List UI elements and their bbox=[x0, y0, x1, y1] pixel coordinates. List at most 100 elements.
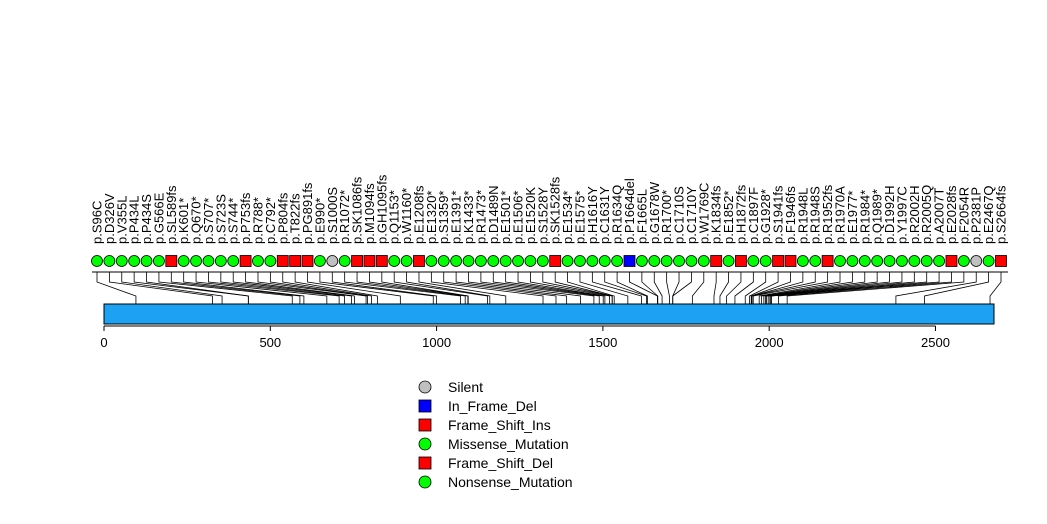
connector-line bbox=[530, 272, 610, 304]
legend-label: Frame_Shift_Ins bbox=[448, 417, 551, 433]
mutation-marker bbox=[809, 255, 822, 267]
mutation-label: p.E2028fs bbox=[944, 185, 959, 244]
mutation-marker bbox=[153, 255, 165, 267]
mutation-marker bbox=[462, 255, 475, 267]
mutation-marker bbox=[276, 255, 289, 267]
mutation-label: p.K1433* bbox=[461, 191, 476, 245]
legend-label: Frame_Shift_Del bbox=[448, 455, 553, 471]
mutation-label: p.K1834fs bbox=[709, 185, 724, 244]
mutation-label: p.R1072* bbox=[337, 190, 352, 244]
mutation-label: p.SK1528fs bbox=[548, 176, 563, 244]
mutation-marker bbox=[190, 255, 202, 267]
mutation-marker bbox=[524, 255, 537, 267]
mutation-label: p.GH1095fs bbox=[374, 174, 389, 244]
connector-line bbox=[269, 272, 368, 304]
mutation-marker bbox=[177, 255, 190, 267]
connector-line bbox=[744, 272, 767, 304]
connector-line bbox=[752, 272, 829, 304]
mutation-label: p.P434L bbox=[127, 196, 142, 244]
connector-line bbox=[758, 272, 841, 304]
connector-line bbox=[554, 272, 613, 304]
connector-line bbox=[245, 272, 355, 304]
mutation-marker bbox=[375, 255, 388, 267]
connector-line bbox=[726, 272, 742, 304]
mutation-label: p.E2467Q bbox=[981, 185, 996, 244]
mutation-marker bbox=[413, 255, 425, 267]
mutation-marker bbox=[957, 255, 970, 267]
connector-line bbox=[121, 272, 223, 304]
mutation-marker bbox=[945, 255, 958, 267]
legend-swatch bbox=[418, 418, 432, 432]
connector-line bbox=[96, 272, 137, 304]
legend-swatch bbox=[418, 437, 432, 451]
connector-line bbox=[616, 272, 648, 304]
mutation-marker bbox=[846, 255, 859, 267]
mutation-marker bbox=[227, 255, 240, 267]
mutation-marker bbox=[673, 255, 685, 267]
mutation-marker bbox=[933, 255, 945, 267]
mutation-marker bbox=[512, 255, 524, 267]
legend-label: Silent bbox=[448, 379, 483, 395]
mutation-label: p.P2381P bbox=[969, 187, 984, 244]
tick-label: 1500 bbox=[588, 335, 617, 350]
mutation-label: p.PG891fs bbox=[300, 182, 315, 244]
mutation-marker bbox=[239, 255, 252, 267]
mutation-marker bbox=[388, 255, 401, 267]
mutation-label: p.S723S bbox=[213, 194, 228, 244]
connector-line bbox=[220, 272, 345, 304]
mutation-label: p.W1769C bbox=[696, 183, 711, 244]
connector-line bbox=[672, 272, 680, 304]
connector-line bbox=[170, 272, 301, 304]
connector-line bbox=[641, 272, 659, 304]
connector-line bbox=[895, 272, 977, 304]
mutation-marker bbox=[685, 255, 698, 267]
connector-line bbox=[344, 272, 461, 304]
connector-line bbox=[719, 272, 729, 304]
connector-line bbox=[666, 272, 670, 304]
mutation-marker bbox=[487, 255, 500, 267]
mutation-marker bbox=[635, 255, 648, 267]
mutation-marker bbox=[351, 255, 363, 267]
mutation-marker bbox=[858, 255, 871, 267]
tick-label: 1000 bbox=[422, 335, 451, 350]
mutation-label: p.F1946fs bbox=[783, 186, 798, 244]
connector-lines bbox=[96, 272, 1002, 304]
mutation-marker bbox=[289, 255, 302, 267]
mutation-label: p.Q1989* bbox=[870, 189, 885, 244]
legend: Silent In_Frame_Del Frame_Shift_Ins Missens… bbox=[418, 379, 573, 490]
mutation-marker bbox=[140, 255, 153, 267]
mutation-label: p.E1852* bbox=[721, 191, 736, 245]
connector-line bbox=[629, 272, 658, 304]
mutation-marker bbox=[747, 255, 760, 267]
mutation-marker bbox=[623, 255, 636, 267]
connector-line bbox=[480, 272, 595, 304]
connector-line bbox=[691, 272, 705, 304]
mutation-label: p.G566E bbox=[151, 192, 166, 244]
mutation-label: p.R1700* bbox=[659, 190, 674, 244]
legend-swatch bbox=[418, 456, 432, 470]
mutation-label: p.S1941fs bbox=[771, 185, 786, 244]
connector-line bbox=[734, 272, 754, 304]
connector-line bbox=[766, 272, 890, 304]
connector-line bbox=[492, 272, 600, 304]
mutation-label: p.S2664fs bbox=[994, 185, 1009, 244]
mutation-marker bbox=[301, 255, 314, 267]
connector-line bbox=[257, 272, 367, 304]
mutation-marker bbox=[214, 255, 227, 267]
mutation-marker bbox=[103, 255, 116, 267]
connector-line bbox=[195, 272, 328, 304]
mutation-label: p.E1575* bbox=[572, 191, 587, 245]
mutation-label: p.R1952fs bbox=[820, 184, 835, 244]
mutation-label: p.K601* bbox=[176, 198, 191, 244]
mutation-label: p.C1897F bbox=[746, 187, 761, 244]
mutation-marker bbox=[697, 255, 710, 267]
mutation-marker bbox=[648, 255, 661, 267]
mutation-marker bbox=[995, 255, 1007, 267]
mutation-label: p.C792* bbox=[263, 197, 278, 244]
mutation-label: p.H1616Y bbox=[585, 186, 600, 244]
mutation-label: p.R1948L bbox=[795, 188, 810, 244]
connector-line bbox=[517, 272, 606, 304]
mutation-label: p.Q670* bbox=[189, 196, 204, 244]
connector-line bbox=[158, 272, 293, 304]
connector-line bbox=[786, 272, 965, 304]
